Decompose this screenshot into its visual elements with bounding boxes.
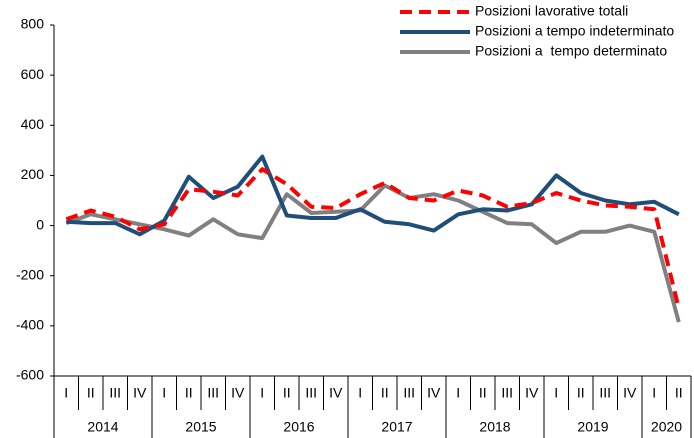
y-tick-label: -400 [16,317,44,333]
year-label: 2020 [651,419,682,435]
x-tick-label: III [207,385,219,401]
y-tick-label: -200 [16,266,44,282]
x-tick-label: I [554,385,558,401]
x-tick-label: II [185,385,193,401]
y-tick-label: -600 [16,367,44,383]
x-tick-label: III [501,385,513,401]
x-tick-label: I [456,385,460,401]
x-tick-label: IV [427,385,441,401]
x-tick-label: I [162,385,166,401]
x-tick-label: II [479,385,487,401]
year-label: 2018 [479,419,510,435]
x-tick-label: I [358,385,362,401]
x-tick-label: IV [525,385,539,401]
series-line [65,183,681,323]
x-tick-label: IV [133,385,147,401]
year-label: 2016 [283,419,314,435]
x-tick-label: II [87,385,95,401]
year-label: 2019 [577,419,608,435]
x-tick-label: II [577,385,585,401]
x-tick-label: IV [623,385,637,401]
x-tick-label: I [64,385,68,401]
x-tick-label: I [260,385,264,401]
year-label: 2017 [381,419,412,435]
y-tick-label: 400 [21,116,45,132]
x-tick-label: IV [329,385,343,401]
y-tick-label: 0 [36,216,44,232]
x-tick-label: II [283,385,291,401]
year-label: 2014 [87,419,118,435]
series-line [65,167,681,309]
x-tick-label: III [109,385,121,401]
y-tick-label: 200 [21,166,45,182]
x-tick-label: I [652,385,656,401]
year-label: 2015 [185,419,216,435]
x-tick-label: III [305,385,317,401]
x-tick-label: IV [231,385,245,401]
y-tick-label: 600 [21,66,45,82]
x-tick-label: III [403,385,415,401]
legend-label: Posizioni a tempo determinato [475,43,667,59]
legend-label: Posizioni a tempo indeterminato [475,23,674,39]
x-tick-label: II [381,385,389,401]
x-tick-label: II [675,385,683,401]
series-line [66,154,680,237]
x-tick-label: III [599,385,611,401]
legend-label: Posizioni lavorative totali [475,3,628,19]
y-tick-label: 800 [21,16,45,32]
